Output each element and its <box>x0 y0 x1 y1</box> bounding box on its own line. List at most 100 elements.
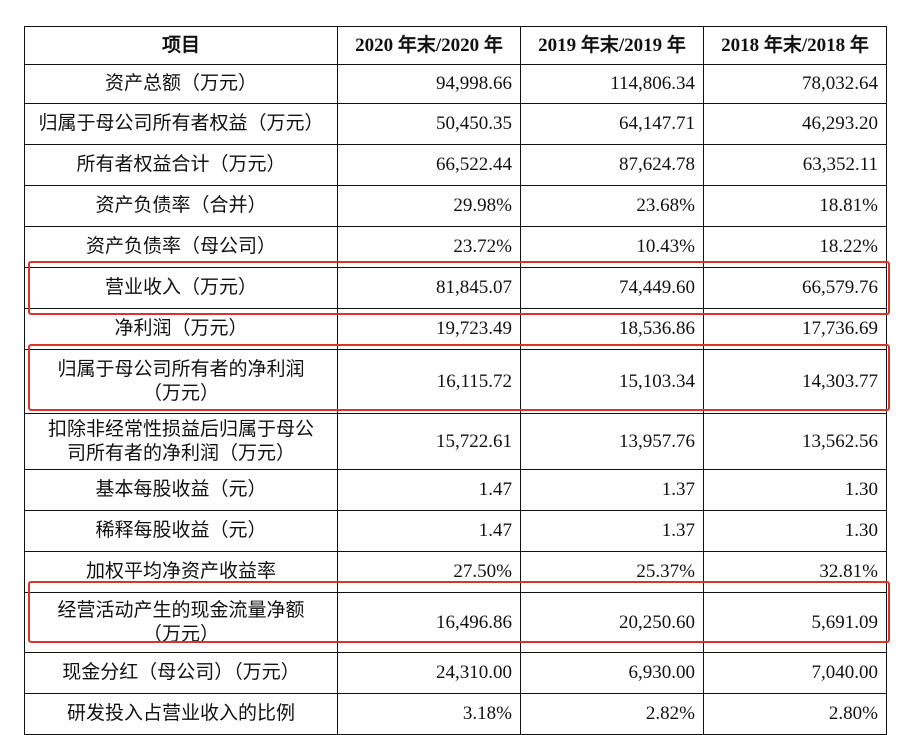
value-cell: 13,957.76 <box>520 413 704 470</box>
header-2018: 2018 年末/2018 年 <box>703 26 887 65</box>
value-cell: 6,930.00 <box>520 652 704 694</box>
row-label: 资产负债率（合并） <box>24 185 338 227</box>
table-row: 经营活动产生的现金流量净额 （万元） 16,496.86 20,250.60 5,691… <box>24 592 887 653</box>
row-label-line: 资产总额（万元） <box>104 73 257 94</box>
value-cell: 64,147.71 <box>520 103 704 145</box>
row-label: 扣除非经常性损益后归属于母公 司所有者的净利润（万元） <box>24 413 338 470</box>
header-row: 项目 2020 年末/2020 年 2019 年末/2019 年 2018 年末… <box>24 26 887 65</box>
value-cell: 24,310.00 <box>337 652 521 694</box>
value-cell: 1.37 <box>520 469 704 511</box>
row-label: 研发投入占营业收入的比例 <box>24 693 338 735</box>
value-cell: 23.72% <box>337 226 521 268</box>
value-cell: 114,806.34 <box>520 64 704 104</box>
value-cell: 74,449.60 <box>520 267 704 309</box>
value-cell: 14,303.77 <box>703 349 887 414</box>
row-label-line: 基本每股收益（元） <box>95 479 267 500</box>
row-label-line: （万元） <box>142 382 219 404</box>
value-cell: 78,032.64 <box>703 64 887 104</box>
value-cell: 1.47 <box>337 510 521 552</box>
row-label-line: 资产负债率（母公司） <box>85 236 276 257</box>
row-label-line: 所有者权益合计（万元） <box>76 154 286 175</box>
value-cell: 66,522.44 <box>337 144 521 186</box>
row-label: 加权平均净资产收益率 <box>24 551 338 593</box>
table-row: 研发投入占营业收入的比例 3.18% 2.82% 2.80% <box>24 693 887 735</box>
row-label-line: 经营活动产生的现金流量净额 <box>57 599 305 621</box>
value-cell: 13,562.56 <box>703 413 887 470</box>
value-cell: 81,845.07 <box>337 267 521 309</box>
table-row: 现金分红（母公司）（万元） 24,310.00 6,930.00 7,040.00 <box>24 652 887 694</box>
table-row: 归属于母公司所有者的净利润 （万元） 16,115.72 15,103.34 14,30… <box>24 349 887 414</box>
table-row: 所有者权益合计（万元） 66,522.44 87,624.78 63,352.11 <box>24 144 887 186</box>
value-cell: 15,722.61 <box>337 413 521 470</box>
value-cell: 18,536.86 <box>520 308 704 350</box>
value-cell: 18.81% <box>703 185 887 227</box>
row-label: 现金分红（母公司）（万元） <box>24 652 338 694</box>
value-cell: 63,352.11 <box>703 144 887 186</box>
row-label: 归属于母公司所有者的净利润 （万元） <box>24 349 338 414</box>
value-cell: 23.68% <box>520 185 704 227</box>
row-label-line: 扣除非经常性损益后归属于母公 <box>47 418 314 440</box>
value-cell: 2.80% <box>703 693 887 735</box>
value-cell: 16,115.72 <box>337 349 521 414</box>
value-cell: 27.50% <box>337 551 521 593</box>
row-label-line: 归属于母公司所有者的净利润 <box>57 358 305 380</box>
value-cell: 2.82% <box>520 693 704 735</box>
value-cell: 19,723.49 <box>337 308 521 350</box>
row-label-line: 稀释每股收益（元） <box>95 520 267 541</box>
value-cell: 87,624.78 <box>520 144 704 186</box>
value-cell: 1.30 <box>703 469 887 511</box>
value-cell: 17,736.69 <box>703 308 887 350</box>
row-label: 经营活动产生的现金流量净额 （万元） <box>24 592 338 653</box>
row-label-line: 归属于母公司所有者权益（万元） <box>38 113 324 134</box>
value-cell: 94,998.66 <box>337 64 521 104</box>
table-row: 资产负债率（合并） 29.98% 23.68% 18.81% <box>24 185 887 227</box>
row-label: 基本每股收益（元） <box>24 469 338 511</box>
value-cell: 10.43% <box>520 226 704 268</box>
row-label-line: 司所有者的净利润（万元） <box>66 442 295 464</box>
row-label-line: 研发投入占营业收入的比例 <box>66 703 295 724</box>
value-cell: 46,293.20 <box>703 103 887 145</box>
value-cell: 3.18% <box>337 693 521 735</box>
row-label: 所有者权益合计（万元） <box>24 144 338 186</box>
value-cell: 20,250.60 <box>520 592 704 653</box>
row-label: 净利润（万元） <box>24 308 338 350</box>
value-cell: 1.47 <box>337 469 521 511</box>
table-row: 营业收入（万元） 81,845.07 74,449.60 66,579.76 <box>24 267 887 309</box>
row-label-line: 净利润（万元） <box>114 318 248 339</box>
financial-summary-table: 项目 2020 年末/2020 年 2019 年末/2019 年 2018 年末… <box>24 26 887 735</box>
table-row: 加权平均净资产收益率 27.50% 25.37% 32.81% <box>24 551 887 593</box>
value-cell: 7,040.00 <box>703 652 887 694</box>
row-label-line: 资产负债率（合并） <box>95 195 267 216</box>
value-cell: 25.37% <box>520 551 704 593</box>
value-cell: 5,691.09 <box>703 592 887 653</box>
table-row: 扣除非经常性损益后归属于母公 司所有者的净利润（万元） 15,722.61 13,95… <box>24 413 887 470</box>
financial-table-container: 项目 2020 年末/2020 年 2019 年末/2019 年 2018 年末… <box>24 26 887 735</box>
table-row: 资产总额（万元） 94,998.66 114,806.34 78,032.64 <box>24 64 887 104</box>
header-item: 项目 <box>24 26 338 65</box>
row-label-line: 营业收入（万元） <box>104 277 257 298</box>
value-cell: 1.37 <box>520 510 704 552</box>
table-row: 归属于母公司所有者权益（万元） 50,450.35 64,147.71 46,293.… <box>24 103 887 145</box>
value-cell: 29.98% <box>337 185 521 227</box>
value-cell: 32.81% <box>703 551 887 593</box>
table-row: 净利润（万元） 19,723.49 18,536.86 17,736.69 <box>24 308 887 350</box>
row-label: 营业收入（万元） <box>24 267 338 309</box>
header-2019: 2019 年末/2019 年 <box>520 26 704 65</box>
row-label-line: （万元） <box>142 623 219 645</box>
row-label: 归属于母公司所有者权益（万元） <box>24 103 338 145</box>
table-row: 稀释每股收益（元） 1.47 1.37 1.30 <box>24 510 887 552</box>
value-cell: 16,496.86 <box>337 592 521 653</box>
value-cell: 50,450.35 <box>337 103 521 145</box>
row-label-line: 加权平均净资产收益率 <box>85 561 276 582</box>
header-2020: 2020 年末/2020 年 <box>337 26 521 65</box>
row-label: 稀释每股收益（元） <box>24 510 338 552</box>
value-cell: 18.22% <box>703 226 887 268</box>
row-label: 资产总额（万元） <box>24 64 338 104</box>
table-row: 基本每股收益（元） 1.47 1.37 1.30 <box>24 469 887 511</box>
value-cell: 15,103.34 <box>520 349 704 414</box>
row-label: 资产负债率（母公司） <box>24 226 338 268</box>
table-row: 资产负债率（母公司） 23.72% 10.43% 18.22% <box>24 226 887 268</box>
value-cell: 1.30 <box>703 510 887 552</box>
value-cell: 66,579.76 <box>703 267 887 309</box>
row-label-line: 现金分红（母公司）（万元） <box>62 662 300 683</box>
